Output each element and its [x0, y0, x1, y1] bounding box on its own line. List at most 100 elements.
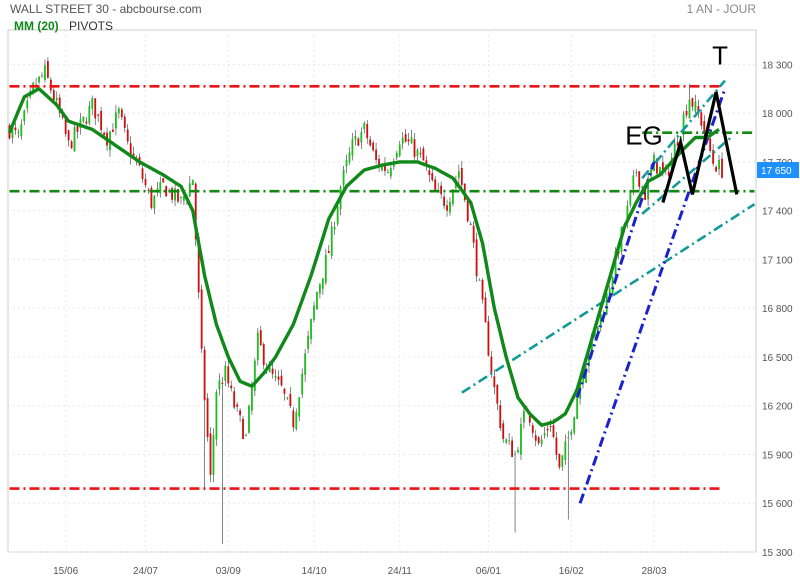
candle-up	[416, 149, 419, 157]
candle-down	[656, 158, 658, 174]
candle-down	[100, 110, 103, 131]
candle-up	[212, 435, 215, 475]
candle-up	[614, 251, 617, 281]
candle-up	[508, 440, 511, 442]
candle-up	[688, 99, 691, 119]
candle-up	[647, 178, 650, 200]
candle-down	[147, 189, 150, 191]
candle-up	[629, 190, 632, 206]
candle-down	[472, 225, 475, 243]
candle-up	[345, 160, 348, 167]
candle-up	[88, 106, 91, 124]
legend-ma: MM (20)	[14, 19, 59, 33]
period-label: 1 AN - JOUR	[687, 2, 757, 16]
candle-up	[218, 380, 221, 390]
y-tick-label: 18 000	[762, 109, 793, 120]
candle-down	[721, 158, 723, 178]
candle-down	[369, 139, 372, 146]
candle-down	[475, 239, 478, 277]
candle-up	[342, 169, 345, 186]
candle-down	[555, 437, 558, 455]
candle-down	[233, 391, 236, 408]
candle-up	[650, 169, 652, 177]
candle-down	[466, 196, 469, 222]
candle-up	[605, 292, 608, 315]
candle-up	[632, 175, 635, 190]
candle-down	[141, 168, 144, 180]
candle-down	[493, 376, 496, 388]
candle-up	[582, 379, 584, 384]
candle-up	[543, 433, 546, 436]
candle-down	[165, 186, 168, 197]
candle-down	[531, 425, 534, 433]
candle-up	[245, 434, 247, 436]
candle-down	[46, 61, 49, 78]
candle-down	[375, 149, 378, 160]
candle-down	[496, 384, 499, 404]
candle-up	[274, 375, 277, 378]
candle-down	[112, 129, 114, 132]
candle-up	[576, 397, 579, 419]
candle-up	[180, 197, 182, 199]
candle-down	[443, 196, 446, 206]
candle-up	[588, 354, 590, 366]
candle-down	[372, 142, 375, 151]
candle-down	[366, 123, 369, 139]
candle-up	[351, 139, 354, 156]
candle-down	[685, 110, 688, 116]
candle-down	[259, 330, 262, 346]
candle-down	[236, 404, 239, 407]
candle-up	[401, 137, 404, 144]
candle-down	[280, 375, 283, 386]
y-tick-label: 18 300	[762, 60, 793, 71]
candle-down	[502, 423, 505, 439]
candle-down	[200, 289, 203, 349]
candle-up	[307, 335, 310, 349]
x-tick-label: 06/01	[476, 566, 501, 577]
candle-up	[26, 100, 29, 109]
candle-up	[174, 188, 176, 201]
candle-down	[413, 139, 416, 157]
candle-up	[330, 226, 333, 256]
candle-down	[691, 98, 694, 107]
x-tick-label: 28/03	[641, 566, 666, 577]
candle-down	[709, 138, 712, 152]
candle-up	[310, 319, 312, 340]
candle-up	[153, 195, 156, 209]
candle-down	[511, 440, 514, 458]
candle-down	[103, 132, 106, 136]
candle-up	[682, 114, 685, 136]
candle-up	[188, 183, 191, 197]
candle-down	[712, 149, 715, 164]
candle-up	[91, 98, 94, 109]
candle-up	[256, 332, 259, 361]
candle-down	[661, 162, 664, 171]
candle-down	[76, 126, 79, 132]
candle-up	[635, 171, 638, 173]
candle-down	[558, 453, 561, 468]
candle-up	[215, 392, 218, 440]
candle-up	[253, 360, 256, 391]
candle-down	[14, 127, 17, 131]
candle-up	[41, 75, 43, 77]
candle-up	[505, 439, 508, 443]
candle-up	[608, 288, 611, 297]
candle-up	[17, 131, 20, 133]
axes: 15 300 15 600 15 900 16 200 16 500 16 800 17 1…	[53, 60, 799, 577]
candle-down	[203, 349, 206, 401]
candle-up	[250, 387, 253, 411]
candle-down	[469, 223, 472, 225]
y-tick-label: 15 900	[762, 450, 793, 461]
candle-up	[336, 207, 339, 224]
candle-down	[703, 121, 706, 133]
candle-up	[321, 278, 324, 289]
candle-down	[132, 153, 135, 156]
candle-up	[360, 132, 363, 143]
candle-down	[434, 179, 437, 193]
candle-down	[85, 121, 88, 124]
y-tick-label: 15 600	[762, 499, 793, 510]
candle-down	[129, 143, 132, 158]
candle-up	[611, 276, 614, 293]
candle-up	[573, 417, 576, 433]
